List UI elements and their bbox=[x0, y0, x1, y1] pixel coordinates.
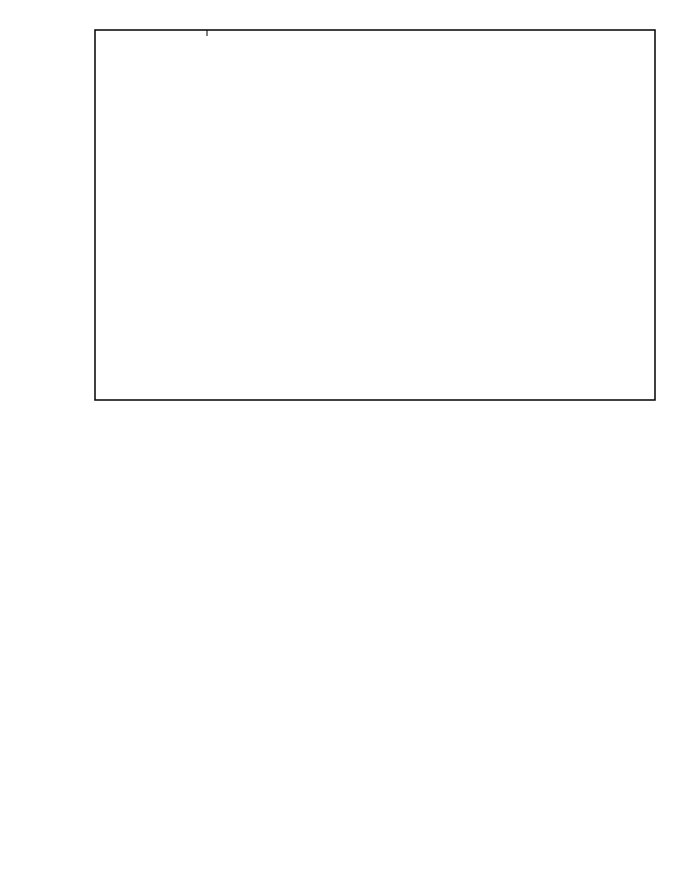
panel-a-frame bbox=[95, 30, 655, 400]
figure bbox=[0, 0, 700, 889]
